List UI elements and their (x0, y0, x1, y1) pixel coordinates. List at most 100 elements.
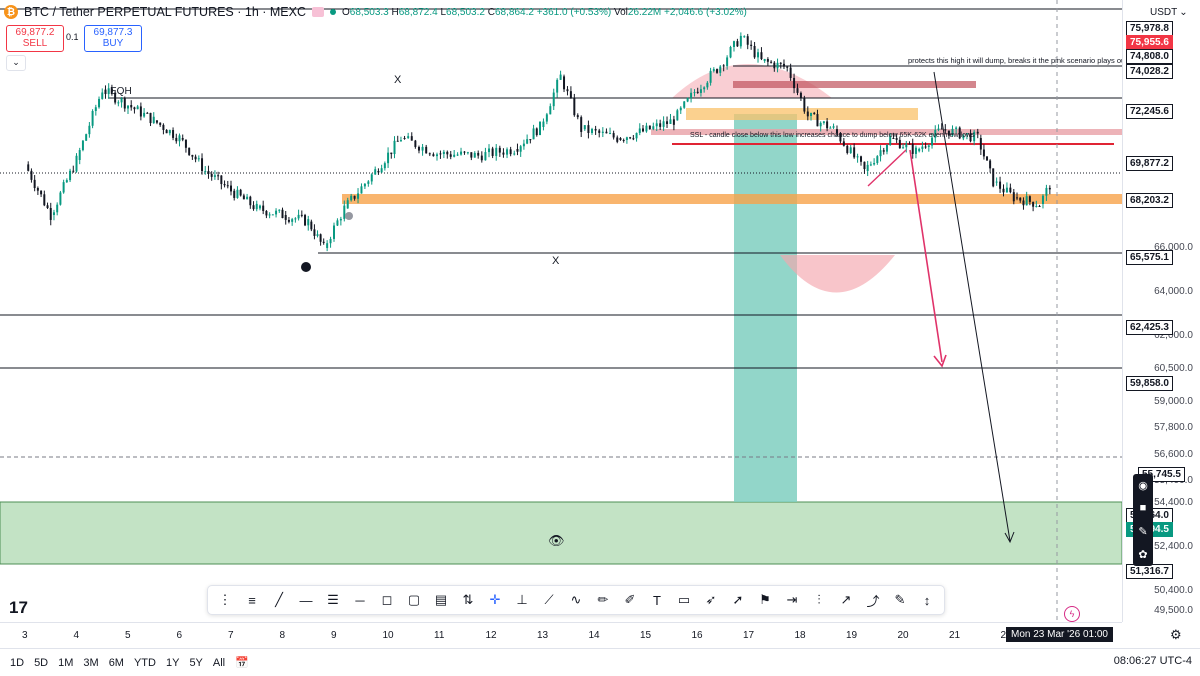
demand-zone-green[interactable] (0, 501, 1122, 565)
pen-tool-icon[interactable]: ✎ (1138, 525, 1148, 538)
settings-icon[interactable]: ✿ (1138, 548, 1148, 561)
candle-body (49, 208, 52, 220)
arrow-icon[interactable]: ➚ (732, 592, 744, 607)
price-tag[interactable]: 62,425.3 (1126, 319, 1173, 335)
teal-band[interactable] (734, 114, 797, 502)
ssl-zone-pink[interactable] (651, 129, 1122, 135)
candle-body (242, 195, 245, 200)
candle-body (446, 151, 449, 155)
tradingview-logo[interactable]: 17 (9, 598, 28, 617)
range-3m[interactable]: 3M (83, 656, 99, 669)
calendar-icon[interactable]: 📅 (235, 657, 249, 669)
price-tag[interactable]: 74,028.2 (1126, 64, 1173, 80)
candle-body (898, 139, 901, 149)
price-tag[interactable]: 74,808.0 (1126, 49, 1173, 65)
candle-body (30, 170, 33, 180)
callout-icon[interactable]: ▭ (677, 592, 691, 607)
video-icon[interactable]: ■ (1139, 502, 1147, 515)
pen-icon[interactable]: ✎ (894, 592, 906, 607)
path-icon[interactable]: ⟋ (544, 592, 554, 607)
range-1d[interactable]: 1D (10, 656, 25, 669)
time-axis[interactable]: 345678910111213141516171819202122 (0, 622, 1122, 649)
vertical-line-icon[interactable]: ⊥ (516, 592, 528, 607)
chart-canvas[interactable]: 👁 (0, 0, 1122, 622)
camera-icon[interactable]: ◉ (1138, 480, 1148, 493)
orange-zone-main[interactable] (342, 194, 1122, 204)
horizontal-ray-icon[interactable]: — (299, 592, 313, 608)
flag-icon[interactable]: ⚑ (759, 592, 771, 607)
candle-body (1005, 187, 1008, 193)
candle-body (1041, 195, 1044, 204)
time-tick: 11 (434, 630, 445, 641)
parallel-channel-icon[interactable]: ≡ (248, 592, 256, 608)
trend-line-icon[interactable]: ╱ (275, 592, 283, 607)
floating-drawing-toolbar[interactable]: ⋮ ≡ ╱ — ☰ ─ ◻ ▢ ▤ ⇅ ✛ ⊥ ⟋ ∿ ✏ ✐ T ▭ ➶ ➚ ⚑ ⇥ ⫶ ↗ ⤴ ✎ ↕ (207, 585, 945, 615)
symbol-title[interactable]: BTC / Tether PERPETUAL FUTURES · 1h · ME… (24, 5, 307, 19)
price-tag[interactable]: 75,978.8 (1126, 21, 1173, 37)
drag-handle-icon[interactable]: ⋮ (218, 592, 232, 607)
flag-pink-icon[interactable] (312, 7, 325, 17)
candle-body (159, 122, 162, 125)
horizontal-lines-icon[interactable]: ☰ (327, 592, 339, 607)
highlighter-icon[interactable]: ✐ (624, 592, 636, 607)
range-6m[interactable]: 6M (108, 656, 124, 669)
price-tag[interactable]: 75,955.6 (1126, 35, 1173, 51)
rectangle-callout-icon[interactable]: ◻ (381, 592, 393, 607)
price-tag[interactable]: 69,877.2 (1126, 155, 1173, 171)
candle-body (255, 203, 258, 210)
candle-body (1035, 205, 1038, 207)
candle-body (545, 114, 548, 122)
price-tag[interactable]: 59,858.0 (1126, 376, 1173, 392)
range-1m[interactable]: 1M (58, 656, 74, 669)
sell-button[interactable]: 69,877.2 SELL (6, 25, 64, 52)
measure-icon[interactable]: ↗ (840, 592, 852, 607)
horizontal-line-icon[interactable]: ─ (355, 592, 365, 608)
arrow-marker-icon[interactable]: ➶ (705, 592, 717, 607)
buy-button[interactable]: 69,877.3 BUY (84, 25, 142, 52)
chart-area[interactable]: 👁 EQH X X protects this high it will dum… (0, 0, 1122, 622)
rectangle-icon[interactable]: ▢ (407, 592, 421, 607)
candle-body (449, 154, 452, 157)
candle-body (829, 127, 832, 129)
text-icon[interactable]: T (653, 592, 661, 608)
symbol-header[interactable]: ₿ BTC / Tether PERPETUAL FUTURES · 1h · … (4, 5, 747, 19)
curve-icon[interactable]: ∿ (570, 592, 582, 607)
candle-body (1022, 200, 1025, 206)
currency-selector[interactable]: USDT ⌄ (1150, 7, 1188, 18)
settings-gear-icon[interactable]: ⚙ (1170, 627, 1182, 642)
vertical-range-icon[interactable]: ↕ (923, 592, 931, 608)
date-range-icon[interactable]: ▤ (434, 592, 448, 607)
candle-body (535, 128, 538, 136)
candle-body (117, 102, 120, 104)
pink-scenario-arc-bottom[interactable] (780, 255, 895, 293)
price-range-icon[interactable]: ⇥ (786, 592, 798, 607)
crosshair-icon[interactable]: ✛ (489, 592, 501, 607)
candle-body (849, 147, 852, 153)
time-tick: 19 (846, 630, 858, 641)
orange-zone-top[interactable] (686, 108, 918, 120)
forecast-icon[interactable]: ⤴ (866, 593, 880, 609)
candle-body (473, 152, 476, 158)
candle-body (982, 149, 985, 157)
supply-zone-red[interactable] (733, 81, 976, 88)
range-all[interactable]: All (212, 656, 226, 669)
price-tag[interactable]: 51,316.7 (1126, 564, 1173, 580)
range-5d[interactable]: 5D (34, 656, 49, 669)
bitcoin-icon: ₿ (4, 5, 18, 19)
range-ytd[interactable]: YTD (133, 656, 156, 669)
price-tag[interactable]: 65,575.1 (1126, 250, 1173, 266)
candle-body (223, 184, 226, 186)
long-position-icon[interactable]: ⇅ (462, 592, 474, 607)
range-5y[interactable]: 5Y (189, 656, 203, 669)
price-tick: 57,800.0 (1154, 422, 1193, 434)
lightning-icon[interactable]: ϟ (1064, 606, 1080, 622)
clock-display[interactable]: 08:06:27 UTC-4 (1113, 655, 1192, 667)
price-tag[interactable]: 72,245.6 (1126, 103, 1173, 119)
bars-pattern-icon[interactable]: ⫶ (817, 592, 821, 607)
price-tag[interactable]: 68,203.2 (1126, 192, 1173, 208)
side-quick-tools[interactable]: ◉ ■ ✎ ✿ (1133, 474, 1153, 566)
collapse-chevron-icon[interactable]: ⌄ (6, 55, 26, 71)
range-1y[interactable]: 1Y (165, 656, 180, 669)
brush-icon[interactable]: ✏ (597, 592, 609, 607)
candle-body (873, 163, 876, 165)
